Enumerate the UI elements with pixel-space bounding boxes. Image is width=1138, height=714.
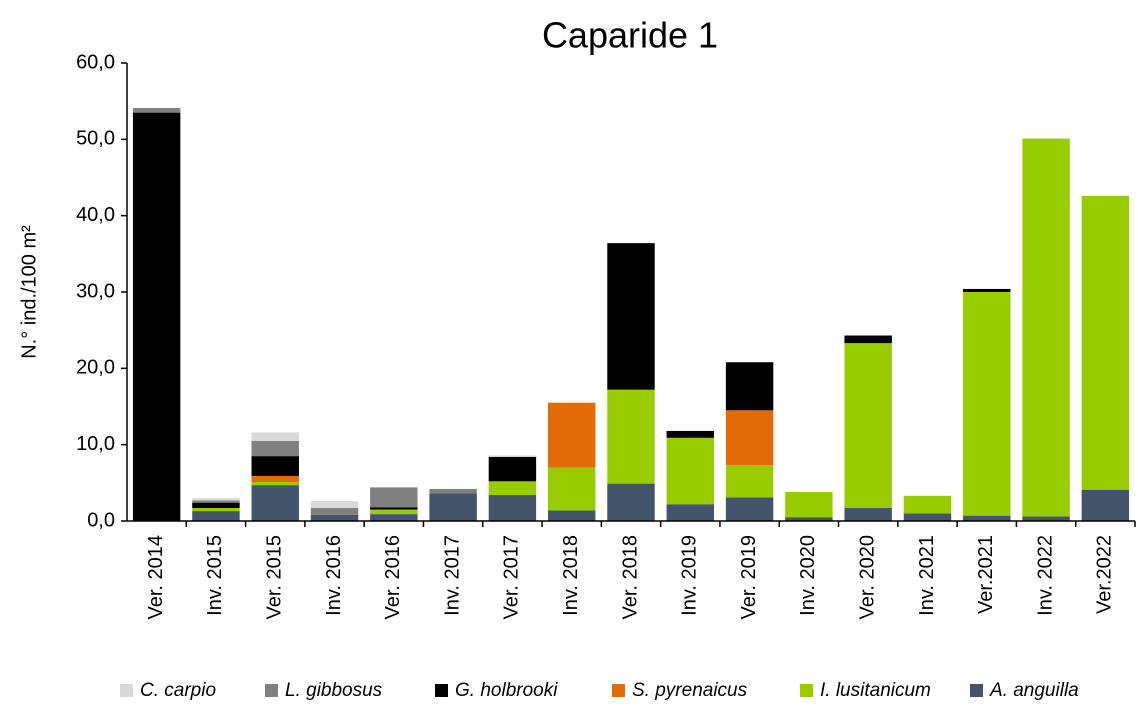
legend-label: A. anguilla	[989, 680, 1079, 701]
bar-segment	[132, 108, 181, 113]
y-tick-label: 10,0	[76, 433, 115, 455]
y-tick-label: 0,0	[87, 509, 115, 531]
legend-label: G. holbrooki	[455, 680, 558, 701]
x-tick-label: Inv. 2020	[797, 535, 819, 616]
legend-label: S. pyrenaicus	[632, 680, 748, 701]
x-tick-label: Inv. 2019	[679, 535, 701, 616]
bar-segment	[192, 511, 240, 521]
bar-segment	[666, 437, 715, 505]
bar-segment	[488, 481, 537, 496]
bar-segment	[844, 343, 892, 509]
bar-segment	[251, 482, 299, 486]
bar-segment	[251, 456, 299, 476]
y-tick-label: 30,0	[76, 280, 115, 302]
bar-segment	[488, 456, 537, 482]
x-tick-label: Ver. 2020	[856, 535, 878, 620]
y-tick-label: 20,0	[76, 357, 115, 379]
x-tick-label: Inv. 2021	[916, 535, 938, 616]
x-tick-label: Ver. 2015	[264, 535, 286, 620]
bar-segment	[251, 440, 299, 457]
bar-segment	[310, 501, 359, 509]
legend-swatch	[800, 684, 813, 697]
x-tick-label: Ver. 2014	[145, 535, 167, 620]
x-tick-label: Ver. 2018	[619, 535, 641, 620]
bar-segment	[903, 495, 952, 514]
bar-segment	[725, 410, 774, 466]
bar-segment	[903, 513, 952, 521]
bar-segment	[192, 502, 240, 509]
legend-swatch	[612, 684, 625, 697]
bar-segment	[370, 514, 418, 521]
bar-segment	[547, 402, 596, 468]
bar-segment	[607, 243, 655, 390]
bar-segment	[488, 495, 537, 521]
x-tick-label: Ver. 2016	[382, 535, 404, 620]
x-tick-label: Ver.2021	[975, 535, 997, 614]
legend-label: C. carpio	[140, 680, 216, 701]
bar-segment	[251, 485, 299, 521]
bar-segment	[488, 455, 537, 457]
x-tick-label: Inv. 2022	[1034, 535, 1056, 616]
y-axis-label: N.° ind./100 m²	[18, 225, 40, 359]
bar-segment	[725, 362, 774, 411]
bar-segment	[251, 432, 299, 441]
bar-segment	[310, 508, 359, 515]
bar-segment	[192, 498, 240, 501]
y-tick-label: 60,0	[76, 51, 115, 73]
bar-segment	[725, 497, 774, 521]
bar-segment	[963, 515, 1011, 521]
x-tick-label: Ver. 2019	[738, 535, 760, 620]
bar-segment	[666, 504, 715, 521]
bar-segment	[192, 508, 240, 512]
bar-segment	[607, 483, 655, 521]
legend-swatch	[120, 684, 133, 697]
bar-segment	[844, 508, 892, 521]
legend-swatch	[435, 684, 448, 697]
bar-segment	[844, 335, 892, 344]
bar-segment	[785, 491, 833, 518]
bar-segment	[370, 487, 418, 508]
bar-segment	[666, 430, 715, 438]
y-tick-label: 50,0	[76, 128, 115, 150]
bar-segment	[607, 389, 655, 484]
bar-segment	[963, 292, 1011, 516]
bar-segment	[725, 465, 774, 498]
x-tick-label: Inv. 2017	[441, 535, 463, 616]
y-tick-label: 40,0	[76, 204, 115, 226]
bar-segment	[547, 510, 596, 521]
legend-label: I. lusitanicum	[820, 680, 931, 701]
bar-segment	[1022, 516, 1070, 521]
x-tick-label: Inv. 2016	[323, 535, 345, 616]
bar-segment	[785, 517, 833, 521]
legend-swatch	[970, 684, 983, 697]
bar-segment	[963, 288, 1011, 292]
bar-segment	[429, 488, 477, 494]
bar-segment	[192, 500, 240, 503]
legend-label: L. gibbosus	[285, 680, 383, 701]
x-tick-label: Inv. 2015	[204, 535, 226, 616]
chart-title: Caparide 1	[542, 15, 718, 56]
x-tick-label: Inv. 2018	[560, 535, 582, 616]
bar-segment	[370, 507, 418, 510]
bar-segment	[370, 509, 418, 515]
bar-segment	[310, 514, 359, 521]
x-tick-label: Ver. 2017	[501, 535, 523, 620]
legend-swatch	[265, 684, 278, 697]
bar-segment	[1022, 138, 1070, 517]
bar-segment	[1081, 489, 1130, 521]
x-tick-label: Ver.2022	[1094, 535, 1116, 614]
bar-segment	[132, 112, 181, 521]
bar-segment	[1081, 195, 1130, 490]
bar-segment	[547, 467, 596, 511]
bar-segment	[429, 493, 477, 521]
bar-segment	[251, 475, 299, 483]
